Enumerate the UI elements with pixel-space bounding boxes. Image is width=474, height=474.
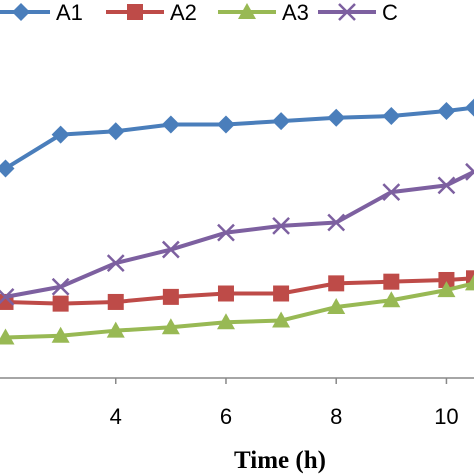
data-point-c bbox=[382, 183, 401, 201]
series-a2 bbox=[0, 270, 474, 312]
legend-item-c: C bbox=[318, 0, 398, 25]
data-point-c bbox=[217, 223, 235, 242]
data-point-c bbox=[106, 254, 125, 272]
data-point-a3 bbox=[437, 281, 456, 298]
legend-label: A1 bbox=[56, 0, 83, 25]
data-point-a3 bbox=[106, 321, 125, 338]
data-point-c bbox=[0, 287, 15, 306]
data-point-a3 bbox=[327, 298, 346, 315]
data-point-a3 bbox=[382, 291, 401, 308]
data-point-c bbox=[465, 162, 474, 181]
series-layer bbox=[0, 98, 474, 345]
data-point-a2 bbox=[328, 275, 345, 292]
data-point-a1 bbox=[161, 115, 180, 134]
legend-label: A3 bbox=[282, 0, 309, 25]
legend-marker bbox=[338, 3, 356, 21]
legend-item-a1: A1 bbox=[0, 0, 83, 25]
data-point-a3 bbox=[0, 328, 15, 345]
data-point-a3 bbox=[161, 318, 180, 335]
data-point-c bbox=[161, 240, 180, 259]
data-point-a1 bbox=[51, 125, 70, 144]
data-point-a2 bbox=[273, 285, 290, 302]
series-c bbox=[0, 162, 474, 306]
x-tick-label: 6 bbox=[220, 404, 232, 429]
data-point-a1 bbox=[216, 115, 235, 134]
legend-item-a2: A2 bbox=[106, 0, 197, 25]
data-point-a1 bbox=[0, 159, 15, 178]
x-tick-label: 4 bbox=[110, 404, 122, 429]
data-point-a3 bbox=[51, 326, 70, 343]
data-point-c bbox=[51, 277, 70, 296]
legend-marker bbox=[12, 3, 30, 21]
series-line-a3 bbox=[5, 281, 474, 340]
data-point-a2 bbox=[52, 295, 69, 312]
data-point-a3 bbox=[216, 313, 235, 330]
series-a3 bbox=[0, 274, 474, 345]
data-point-a3 bbox=[465, 274, 474, 291]
series-a1 bbox=[0, 98, 474, 178]
data-point-c bbox=[437, 176, 456, 195]
data-point-a1 bbox=[465, 98, 474, 117]
data-point-c bbox=[272, 217, 290, 235]
x-axis-title: Time (h) bbox=[234, 447, 326, 474]
data-point-a2 bbox=[217, 285, 234, 302]
data-point-a2 bbox=[107, 293, 124, 310]
data-point-c bbox=[327, 213, 346, 232]
data-point-a1 bbox=[272, 112, 291, 131]
data-point-a1 bbox=[106, 122, 125, 141]
legend-marker bbox=[127, 4, 143, 20]
data-point-a3 bbox=[272, 311, 291, 328]
legend-item-a3: A3 bbox=[218, 0, 309, 25]
series-line-a1 bbox=[4, 105, 474, 171]
legend-marker bbox=[238, 3, 256, 19]
data-point-a1 bbox=[327, 108, 346, 127]
series-line-a2 bbox=[5, 276, 474, 306]
x-tick-label: 8 bbox=[330, 404, 342, 429]
data-point-a2 bbox=[438, 271, 455, 288]
x-ticks: 4 6 8 10 bbox=[110, 378, 459, 429]
legend-label: C bbox=[382, 0, 398, 25]
x-tick-label: 10 bbox=[434, 404, 458, 429]
series-line-c bbox=[5, 170, 474, 299]
data-point-a1 bbox=[382, 107, 401, 126]
data-point-a2 bbox=[466, 270, 474, 287]
legend: A1 A2 A3 C bbox=[0, 0, 398, 25]
data-point-a1 bbox=[437, 101, 456, 120]
data-point-a2 bbox=[383, 273, 400, 290]
data-point-a2 bbox=[162, 288, 179, 305]
legend-label: A2 bbox=[170, 0, 197, 25]
